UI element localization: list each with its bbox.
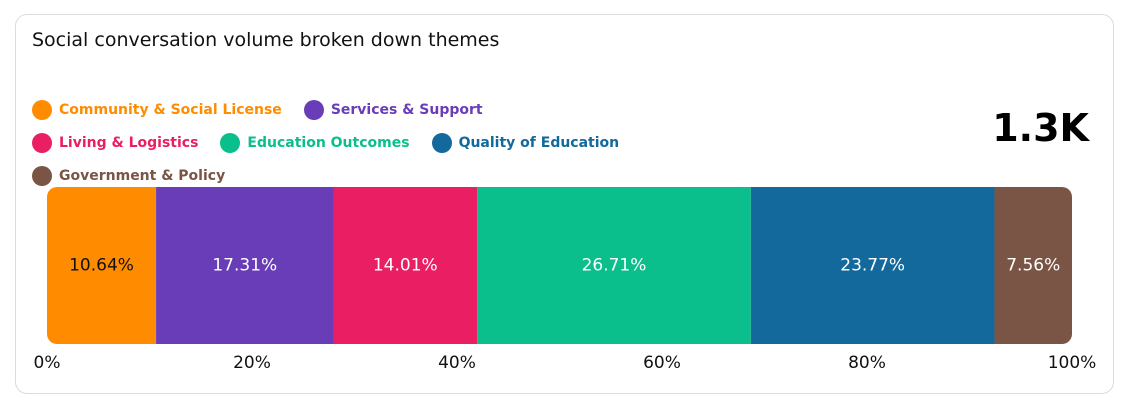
x-tick-label: 20% [233,353,271,373]
legend-swatch [32,166,52,186]
legend-item[interactable]: Government & Policy [32,165,225,187]
bar-segment [994,187,1072,344]
legend-label: Community & Social License [59,102,282,118]
legend-label: Government & Policy [59,168,226,184]
legend-item[interactable]: Community & Social License [32,99,282,121]
bar-segment [156,187,334,344]
data-label: 10.64% [69,256,134,276]
legend: Community & Social License Services & Sup… [32,99,652,187]
x-tick-label: 0% [34,353,61,373]
legend-label: Living & Logistics [59,135,199,151]
bar-segment [47,187,157,344]
data-label: 23.77% [840,256,905,276]
legend-label: Education Outcomes [247,135,410,151]
legend-item[interactable]: Quality of Education [431,132,620,154]
data-label: 7.56% [1006,256,1060,276]
data-label: 26.71% [582,256,647,276]
x-tick-label: 60% [643,353,681,373]
bar-segment [750,187,995,344]
bar-segment [477,187,751,344]
legend-swatch [303,100,324,120]
legend-swatch [220,133,241,153]
x-tick-label: 80% [848,353,886,373]
legend-label: Quality of Education [458,135,620,151]
legend-item[interactable]: Living & Logistics [32,132,198,154]
legend-swatch [431,133,452,153]
legend-swatch [32,100,52,120]
legend-item[interactable]: Education Outcomes [220,132,410,154]
data-label: 17.31% [212,256,277,276]
legend-swatch [32,133,52,153]
x-tick-label: 100% [1048,353,1097,373]
total-annotation: 1.3K [992,106,1089,150]
legend-label: Services & Support [330,102,483,118]
x-tick-label: 40% [438,353,476,373]
legend-item[interactable]: Services & Support [303,99,483,121]
data-label: 14.01% [373,256,438,276]
card [15,14,1114,394]
bar-group [47,187,1072,344]
chart-title: Social conversation volume broken down t… [32,29,500,51]
bar-segment [333,187,478,344]
